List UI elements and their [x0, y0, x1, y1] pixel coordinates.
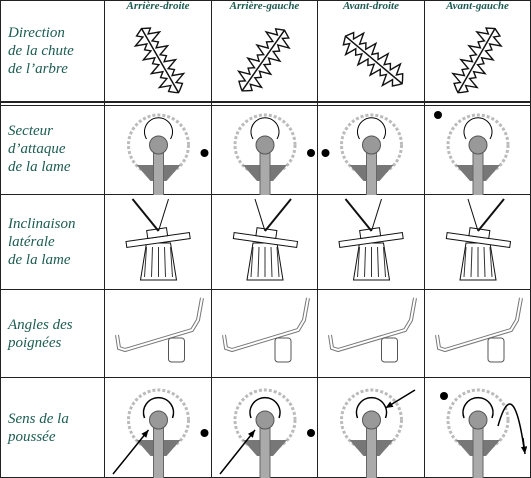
illustration — [222, 297, 310, 363]
row-label: Sens de la poussée — [0, 378, 105, 478]
illustration-cell — [425, 195, 531, 290]
illustration-cell: Arrière-droite — [105, 0, 212, 103]
illustration — [127, 113, 209, 195]
illustration — [440, 388, 528, 478]
row-label-line: d’attaque — [8, 140, 66, 157]
illustration-cell — [212, 195, 318, 290]
illustration-cell — [105, 290, 212, 378]
illustration-cell — [318, 103, 425, 195]
row-label-line: Angles des — [8, 316, 73, 333]
row-label-line: Sens de la — [8, 410, 69, 427]
illustration — [133, 27, 186, 94]
illustration-cell — [425, 378, 531, 478]
illustration — [340, 388, 416, 478]
illustration — [338, 198, 404, 281]
illustration — [445, 198, 512, 281]
row-label-line: Secteur — [8, 122, 53, 139]
illustration — [451, 27, 503, 94]
row-label: Inclinaison latérale de la lame — [0, 195, 105, 290]
column-header: Arrière-droite — [126, 0, 190, 12]
illustration-cell — [212, 378, 318, 478]
illustration-cell — [105, 195, 212, 290]
row-label: Secteur d’attaque de la lame — [0, 103, 105, 195]
illustration — [435, 297, 523, 363]
row-label: Angles des poignées — [0, 290, 105, 378]
illustration-cell — [425, 290, 531, 378]
illustration-cell — [105, 103, 212, 195]
illustration — [342, 31, 404, 88]
row-label-line: Inclinaison — [8, 216, 76, 232]
illustration-cell — [212, 290, 318, 378]
illustration — [125, 198, 191, 281]
row-label-line: de l’arbre — [8, 61, 68, 77]
row-label-line: de la lame — [8, 158, 71, 175]
illustration — [434, 111, 510, 195]
illustration-cell — [318, 195, 425, 290]
illustration — [115, 297, 204, 363]
row-label-line: de la chute — [8, 43, 74, 59]
illustration-cell — [425, 103, 531, 195]
illustration — [236, 27, 291, 92]
illustration-cell: Arrière-gauche — [212, 0, 318, 103]
row-label-line: latérale — [8, 234, 55, 250]
row-label-line: Direction — [8, 25, 65, 41]
illustration — [219, 388, 315, 478]
illustration — [328, 297, 417, 363]
row-label-line: poussée — [8, 428, 56, 445]
column-header: Avant-gauche — [446, 0, 509, 12]
double-rule — [0, 101, 531, 106]
illustration-cell — [318, 378, 425, 478]
illustration — [232, 198, 299, 281]
illustration-cell — [105, 378, 212, 478]
illustration-cell — [212, 103, 318, 195]
column-header: Arrière-gauche — [229, 0, 300, 12]
illustration — [112, 388, 209, 478]
illustration — [233, 113, 315, 195]
illustration — [321, 113, 403, 195]
illustration-cell — [318, 290, 425, 378]
row-label-line: poignées — [8, 334, 62, 351]
illustration-cell: Avant-gauche — [425, 0, 531, 103]
column-header: Avant-droite — [342, 0, 399, 12]
illustration-cell: Avant-droite — [318, 0, 425, 103]
row-label-line: de la lame — [8, 252, 71, 268]
row-label: Direction de la chute de l’arbre — [0, 0, 105, 103]
